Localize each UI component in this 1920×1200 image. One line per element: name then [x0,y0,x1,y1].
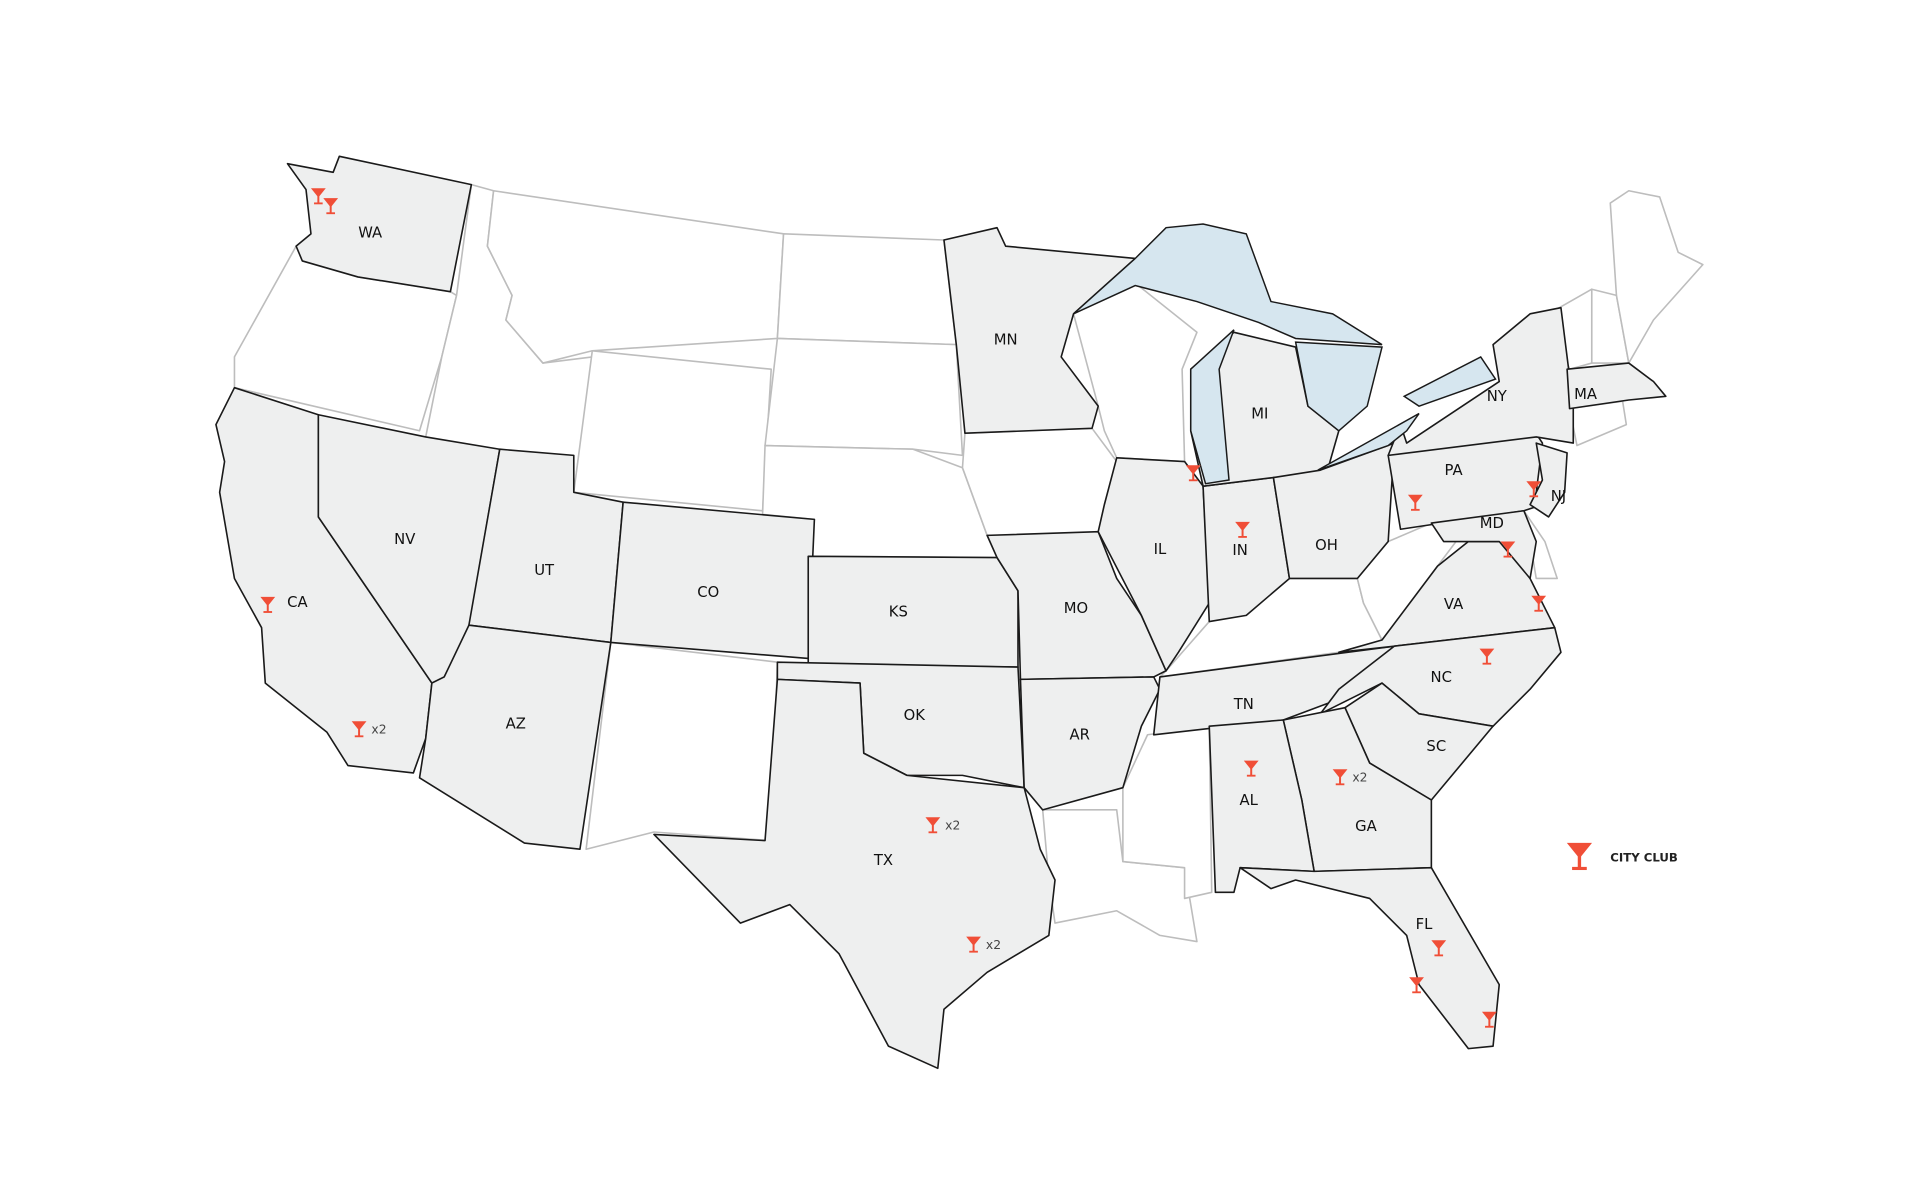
cocktail-glass-icon [1566,842,1593,871]
state-ma [1566,362,1667,410]
label-ga: GA [1355,818,1377,835]
marker-ca [351,721,367,738]
state-labels: WA CA NV UT CO AZ KS OK TX MN MO AR IL I… [287,225,1597,934]
marker-ca [260,596,276,613]
marker-nj [1526,481,1542,498]
label-al: AL [1240,792,1259,809]
label-ca: CA [287,594,307,611]
states-highlighted [215,155,1667,1070]
state-ia [961,427,1118,537]
label-fl: FL [1416,916,1434,933]
state-wy [572,349,773,512]
state-mi [1189,331,1340,487]
state-oh [1272,442,1396,580]
legend-label: CITY CLUB [1610,851,1678,865]
label-sc: SC [1426,738,1446,755]
lake-superior [1073,223,1383,346]
marker-count: x2 [1352,771,1367,785]
state-mo [986,530,1167,681]
marker-tx [966,936,981,953]
marker-al [1243,760,1259,777]
label-ma: MA [1574,386,1597,403]
label-mo: MO [1064,600,1088,617]
state-co [609,501,816,660]
state-mn [943,226,1137,435]
lake-huron [1294,341,1383,432]
state-wv [1356,522,1457,641]
marker-md [1500,541,1516,558]
marker-fl [1481,1011,1497,1028]
label-oh: OH [1315,537,1338,554]
state-sd [764,337,964,457]
label-il: IL [1154,541,1167,558]
marker-nc [1479,648,1495,665]
label-ut: UT [534,562,555,579]
marker-count: x2 [945,819,960,833]
lake-michigan [1190,329,1235,485]
label-wa: WA [358,225,382,242]
label-co: CO [697,584,719,601]
label-va: VA [1444,596,1463,613]
state-wa [286,155,473,293]
label-nc: NC [1431,669,1452,686]
marker-pa [1407,494,1423,511]
marker-wa [310,188,326,205]
label-mn: MN [994,332,1018,349]
state-me [1609,189,1704,364]
state-nj [1529,442,1568,518]
label-az: AZ [506,716,526,733]
label-in: IN [1232,542,1247,559]
label-nj: NJ [1551,488,1566,505]
label-ok: OK [904,707,926,724]
marker-wa [323,198,339,215]
legend: CITY CLUB [1566,842,1678,871]
marker-tx [925,817,941,834]
marker-fl [1431,940,1447,957]
state-mt [486,189,785,364]
state-az [418,624,612,851]
label-mi: MI [1251,405,1268,422]
label-pa: PA [1445,462,1463,479]
state-tx [653,678,1056,1070]
state-ar [1019,676,1161,811]
label-ks: KS [889,604,908,621]
state-ks [807,555,1019,668]
lake-ontario [1402,355,1497,407]
great-lakes [1073,223,1497,485]
state-fl [1239,866,1501,1050]
state-nm [585,641,779,851]
label-tx: TX [873,852,893,869]
state-md [1430,509,1538,580]
city-club-markers: x2 x2 x2 x2 [260,188,1547,1028]
lake-erie [1317,412,1420,471]
marker-il [1185,465,1201,482]
marker-ga [1332,769,1348,786]
label-ar: AR [1069,727,1089,744]
label-md: MD [1480,515,1504,532]
state-nd [776,233,958,346]
marker-fl [1409,977,1424,994]
marker-count: x2 [371,723,386,737]
label-tn: TN [1233,696,1254,713]
label-nv: NV [394,531,415,548]
marker-va [1531,595,1547,612]
marker-count: x2 [986,938,1001,952]
label-ny: NY [1487,388,1508,405]
marker-in [1235,521,1250,538]
states-other [233,183,1704,943]
